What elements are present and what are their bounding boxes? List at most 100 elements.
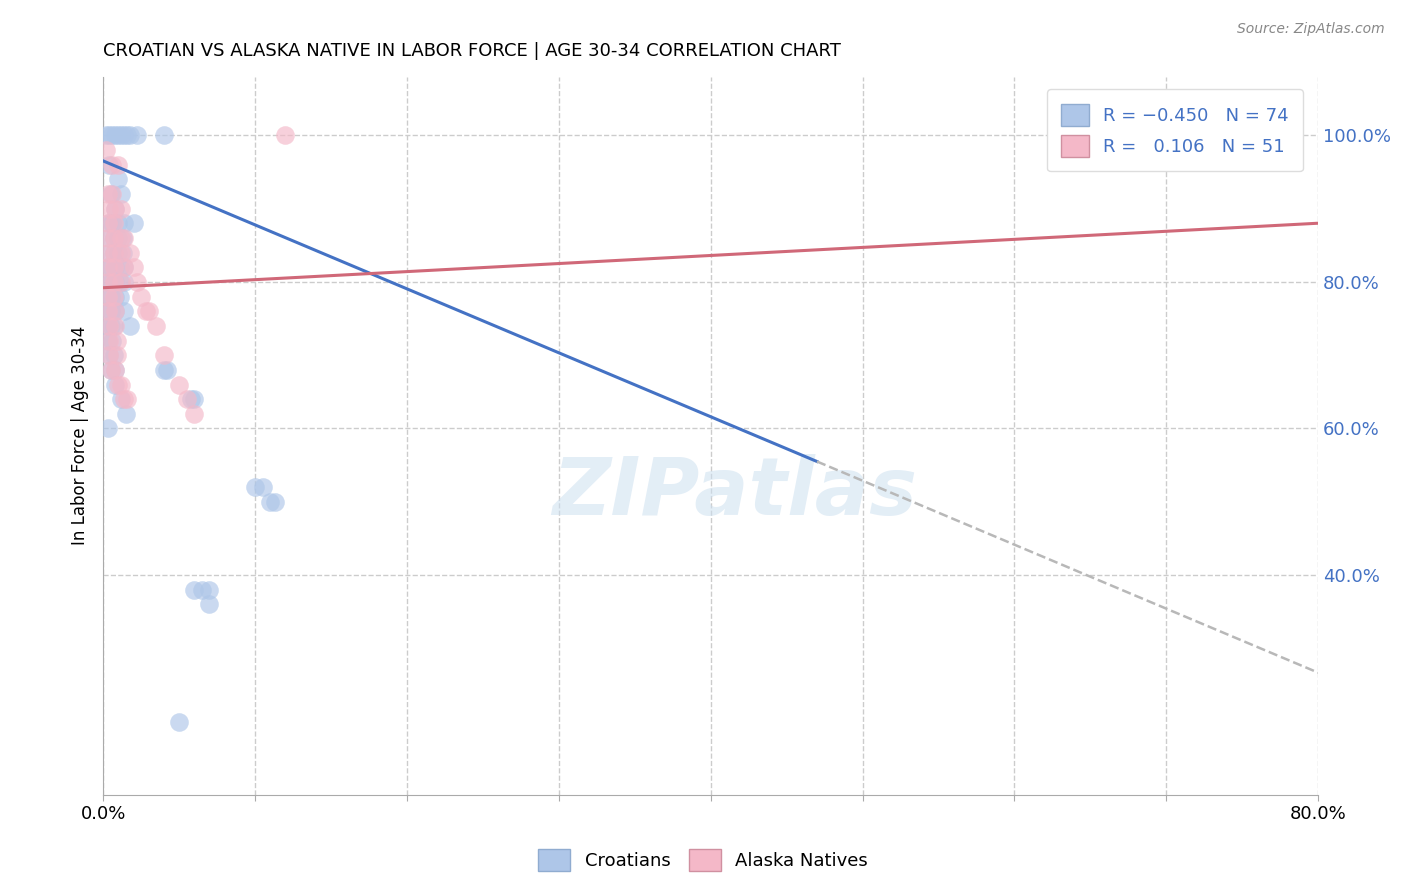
Point [115, 407, 138, 421]
Point [98, 245, 121, 260]
Point [97, 275, 120, 289]
Point [112, 260, 135, 275]
Point [120, 318, 142, 333]
Point [103, 318, 125, 333]
Point [122, 260, 145, 275]
Point [97, 289, 120, 303]
Point [135, 304, 157, 318]
Point [104, 260, 127, 275]
Point [103, 289, 125, 303]
Point [108, 289, 131, 303]
Point [107, 128, 129, 143]
Point [97, 260, 120, 275]
Point [100, 186, 122, 201]
Point [104, 377, 127, 392]
Point [100, 363, 122, 377]
Point [183, 582, 205, 597]
Point [176, 392, 198, 407]
Point [101, 334, 124, 348]
Point [104, 202, 127, 216]
Point [105, 334, 128, 348]
Point [98, 231, 121, 245]
Point [167, 377, 190, 392]
Point [198, 598, 221, 612]
Point [107, 216, 129, 230]
Text: ZIPatlas: ZIPatlas [553, 454, 918, 533]
Point [110, 245, 132, 260]
Point [112, 260, 135, 275]
Point [156, 363, 179, 377]
Point [145, 318, 167, 333]
Point [107, 172, 129, 186]
Point [103, 245, 125, 260]
Point [96, 143, 118, 157]
Point [97, 318, 120, 333]
Point [125, 275, 148, 289]
Point [117, 128, 139, 143]
Point [98, 216, 121, 230]
Point [107, 157, 129, 171]
Legend: Croatians, Alaska Natives: Croatians, Alaska Natives [530, 842, 876, 879]
Point [101, 216, 124, 230]
Point [101, 157, 124, 171]
Point [110, 377, 132, 392]
Point [112, 392, 135, 407]
Point [97, 245, 120, 260]
Point [104, 289, 127, 303]
Point [96, 128, 118, 143]
Point [98, 348, 121, 362]
Point [198, 582, 221, 597]
Legend: R = −0.450   N = 74, R =   0.106   N = 51: R = −0.450 N = 74, R = 0.106 N = 51 [1047, 89, 1303, 171]
Point [105, 348, 128, 362]
Point [120, 128, 142, 143]
Point [122, 216, 145, 230]
Point [97, 304, 120, 318]
Point [97, 334, 120, 348]
Point [129, 289, 152, 303]
Point [97, 304, 120, 318]
Point [167, 714, 190, 729]
Point [100, 260, 122, 275]
Point [107, 377, 129, 392]
Point [97, 289, 120, 303]
Point [243, 480, 266, 494]
Point [97, 260, 120, 275]
Point [111, 231, 134, 245]
Y-axis label: In Labor Force | Age 30-34: In Labor Force | Age 30-34 [72, 326, 89, 545]
Point [104, 202, 127, 216]
Point [252, 480, 274, 494]
Point [183, 392, 205, 407]
Point [103, 231, 125, 245]
Point [100, 289, 122, 303]
Point [97, 421, 120, 435]
Point [110, 392, 132, 407]
Text: Source: ZipAtlas.com: Source: ZipAtlas.com [1237, 22, 1385, 37]
Point [103, 245, 125, 260]
Point [107, 245, 129, 260]
Point [97, 231, 120, 245]
Point [103, 216, 125, 230]
Point [98, 348, 121, 362]
Point [112, 231, 135, 245]
Point [104, 363, 127, 377]
Point [263, 495, 285, 509]
Point [110, 186, 132, 201]
Point [103, 260, 125, 275]
Point [108, 260, 131, 275]
Point [191, 582, 214, 597]
Point [103, 348, 125, 362]
Point [183, 407, 205, 421]
Point [104, 304, 127, 318]
Point [110, 128, 132, 143]
Point [100, 318, 122, 333]
Point [104, 275, 127, 289]
Point [153, 128, 176, 143]
Point [100, 304, 122, 318]
Point [259, 495, 281, 509]
Point [104, 128, 127, 143]
Point [125, 128, 148, 143]
Text: CROATIAN VS ALASKA NATIVE IN LABOR FORCE | AGE 30-34 CORRELATION CHART: CROATIAN VS ALASKA NATIVE IN LABOR FORCE… [103, 42, 841, 60]
Point [103, 231, 125, 245]
Point [104, 363, 127, 377]
Point [110, 275, 132, 289]
